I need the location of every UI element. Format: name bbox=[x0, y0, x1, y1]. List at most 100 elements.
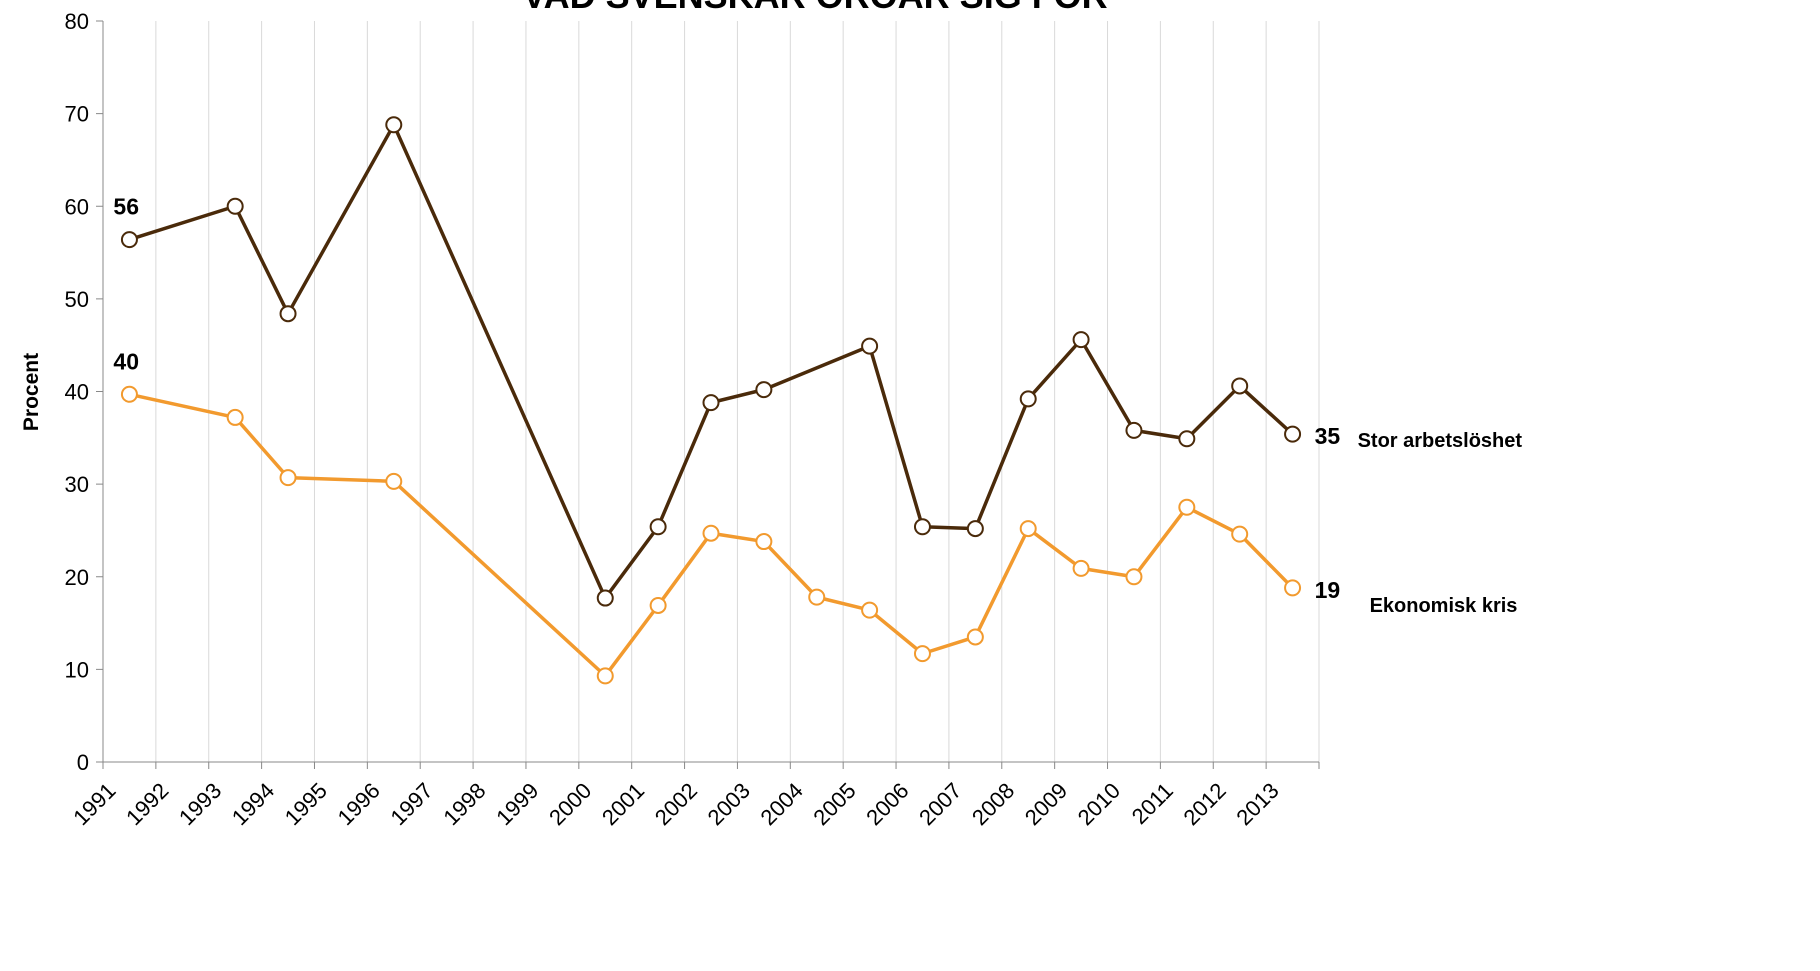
line-segment bbox=[762, 344, 872, 392]
point bbox=[755, 533, 773, 551]
y-tick-label: 80 bbox=[65, 9, 89, 34]
x-tick-label: 2001 bbox=[597, 778, 649, 830]
line-segment bbox=[1237, 384, 1295, 436]
point bbox=[1072, 559, 1090, 577]
line-segment bbox=[392, 122, 608, 600]
point bbox=[1019, 520, 1037, 538]
line-segment bbox=[127, 392, 237, 420]
line-segment bbox=[603, 524, 660, 600]
point bbox=[226, 408, 244, 426]
data-label: 35 bbox=[1315, 423, 1341, 449]
line-segment bbox=[603, 603, 660, 678]
y-tick-label: 20 bbox=[65, 565, 89, 590]
x-tick-label: 1995 bbox=[280, 778, 332, 830]
line-segment bbox=[127, 204, 237, 242]
line-segment bbox=[1079, 566, 1136, 579]
point bbox=[1178, 498, 1196, 516]
y-tick-label: 60 bbox=[65, 194, 89, 219]
series-label: Stor arbetslöshet bbox=[1358, 430, 1523, 452]
x-tick-label: 1994 bbox=[227, 778, 279, 830]
line-segment bbox=[709, 531, 766, 544]
point bbox=[596, 589, 614, 607]
chart-title: VAD SVENSKAR OROAR SIG FÖR bbox=[522, 0, 1107, 16]
line-segment bbox=[1026, 526, 1083, 571]
x-tick-label: 2011 bbox=[1127, 778, 1178, 829]
data-label: 19 bbox=[1315, 577, 1341, 603]
point bbox=[226, 197, 244, 215]
line-segment bbox=[656, 400, 713, 529]
point bbox=[596, 667, 614, 685]
line-segment bbox=[920, 635, 978, 656]
line-segment bbox=[867, 344, 925, 529]
point bbox=[385, 472, 403, 490]
line-segment bbox=[973, 397, 1030, 531]
x-tick-label: 1999 bbox=[491, 778, 543, 830]
point bbox=[861, 601, 879, 619]
x-tick-label: 2002 bbox=[650, 778, 702, 830]
y-tick-label: 70 bbox=[65, 102, 89, 127]
point bbox=[1125, 568, 1143, 586]
line-segment bbox=[233, 204, 290, 316]
point bbox=[861, 337, 879, 355]
data-label: 56 bbox=[113, 194, 139, 220]
point bbox=[120, 231, 138, 249]
point bbox=[702, 394, 720, 412]
point bbox=[1125, 421, 1143, 439]
line-segment bbox=[1237, 532, 1295, 590]
point bbox=[279, 469, 297, 487]
y-tick-label: 30 bbox=[65, 472, 89, 497]
point bbox=[649, 518, 667, 536]
point bbox=[1284, 579, 1302, 597]
point bbox=[913, 518, 931, 536]
point bbox=[808, 588, 826, 606]
x-tick-label: 2004 bbox=[756, 778, 808, 830]
line-segment bbox=[1185, 505, 1242, 536]
point bbox=[385, 116, 403, 134]
point bbox=[649, 596, 667, 614]
line-segment bbox=[1132, 428, 1189, 441]
line-segment bbox=[392, 479, 608, 678]
line-segment bbox=[709, 387, 766, 405]
x-tick-label: 1997 bbox=[385, 778, 437, 830]
x-tick-label: 1991 bbox=[68, 778, 120, 830]
x-tick-label: 2003 bbox=[703, 778, 755, 830]
line-segment bbox=[656, 531, 713, 608]
data-label: 40 bbox=[113, 348, 139, 374]
x-tick-label: 2007 bbox=[914, 778, 966, 830]
y-tick-label: 10 bbox=[65, 657, 89, 682]
line-segment bbox=[1026, 337, 1083, 401]
x-tick-label: 1996 bbox=[333, 778, 385, 830]
point bbox=[1178, 430, 1196, 448]
point bbox=[702, 524, 720, 542]
x-tick-label: 2005 bbox=[808, 778, 860, 830]
line-segment bbox=[973, 526, 1030, 639]
point bbox=[755, 381, 773, 399]
line-segment bbox=[1079, 337, 1136, 433]
point bbox=[966, 520, 984, 538]
x-tick-label: 2012 bbox=[1179, 778, 1231, 830]
x-tick-label: 2010 bbox=[1073, 778, 1125, 830]
x-tick-label: 2000 bbox=[544, 778, 596, 830]
line-segment bbox=[814, 595, 872, 612]
point bbox=[966, 628, 984, 646]
point bbox=[120, 385, 138, 403]
line-segment bbox=[867, 608, 925, 656]
x-tick-label: 2013 bbox=[1231, 778, 1283, 830]
point bbox=[1231, 525, 1249, 543]
line-segment bbox=[762, 539, 819, 599]
x-tick-label: 2008 bbox=[967, 778, 1019, 830]
point bbox=[1019, 390, 1037, 408]
x-tick-label: 1998 bbox=[438, 778, 490, 830]
x-tick-label: 1993 bbox=[174, 778, 226, 830]
point bbox=[279, 305, 297, 323]
line-segment bbox=[1185, 384, 1242, 441]
y-tick-label: 50 bbox=[65, 287, 89, 312]
line-segment bbox=[1132, 505, 1189, 579]
point bbox=[913, 645, 931, 663]
line-segment bbox=[233, 415, 290, 480]
line-segment bbox=[286, 475, 396, 484]
x-tick-label: 1992 bbox=[121, 778, 173, 830]
y-axis-label: Procent bbox=[20, 353, 43, 431]
point bbox=[1231, 377, 1249, 395]
